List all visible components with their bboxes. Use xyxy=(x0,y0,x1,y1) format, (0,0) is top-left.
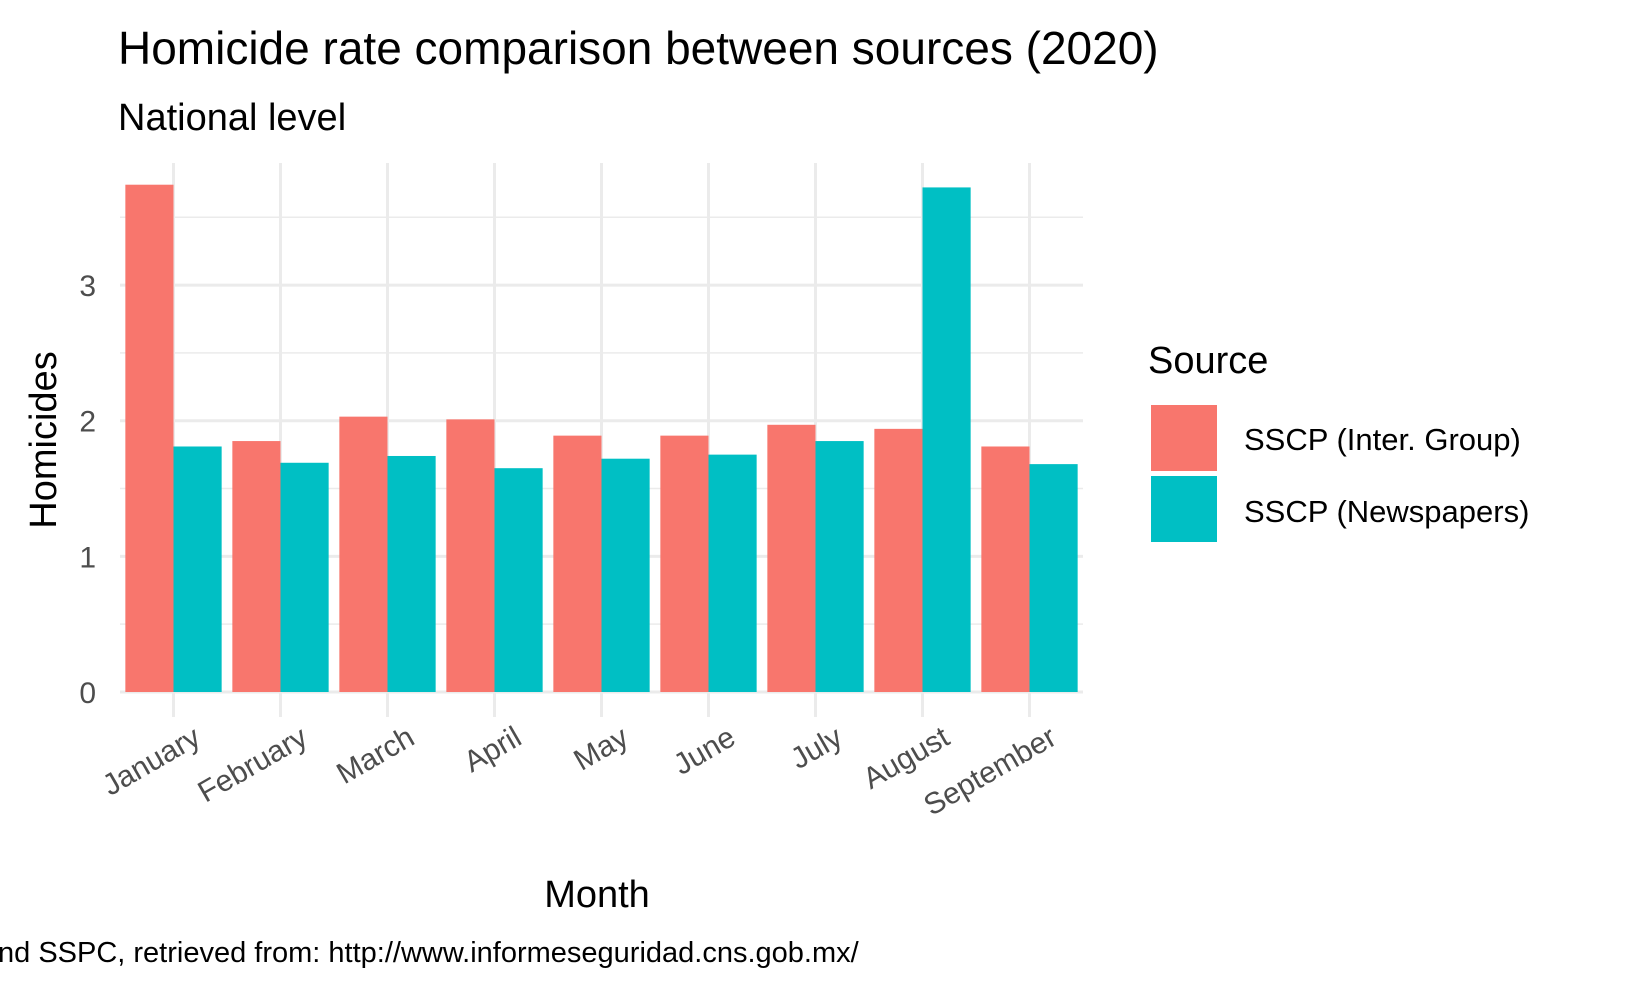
y-axis-ticks: 0 1 2 3 xyxy=(79,270,96,710)
legend-key-inter-group xyxy=(1151,405,1217,471)
bar-may-series-1 xyxy=(553,435,602,692)
bar-february-series-1 xyxy=(232,441,281,692)
bar-june-series-1 xyxy=(660,435,709,692)
bar-may-series-2 xyxy=(601,458,650,692)
bar-july-series-2 xyxy=(815,441,864,692)
chart-title: Homicide rate comparison between sources… xyxy=(118,22,1159,74)
x-tick-label: March xyxy=(331,721,420,791)
x-tick-label: January xyxy=(97,721,206,803)
x-tick-label: February xyxy=(193,721,313,810)
y-tick-label: 0 xyxy=(79,677,96,710)
x-tick-label: April xyxy=(459,721,527,780)
legend: Source SSCP (Inter. Group) SSCP (Newspap… xyxy=(1148,340,1529,542)
bar-june-series-2 xyxy=(708,454,757,692)
x-axis-title: Month xyxy=(544,874,650,916)
chart-subtitle: National level xyxy=(118,97,346,139)
bar-april-series-2 xyxy=(494,468,543,692)
bars xyxy=(125,184,1078,692)
bar-january-series-2 xyxy=(173,446,222,692)
legend-label-inter-group: SSCP (Inter. Group) xyxy=(1244,422,1521,457)
bar-march-series-1 xyxy=(339,416,388,692)
y-tick-label: 3 xyxy=(79,270,96,303)
bar-september-series-1 xyxy=(981,446,1030,692)
legend-key-newspapers xyxy=(1151,476,1217,542)
y-axis-title: Homicides xyxy=(23,351,65,528)
bar-april-series-1 xyxy=(446,419,495,692)
bar-july-series-1 xyxy=(767,424,816,692)
bar-february-series-2 xyxy=(280,462,329,692)
legend-title: Source xyxy=(1148,340,1268,382)
bar-august-series-1 xyxy=(874,428,923,692)
bar-august-series-2 xyxy=(922,187,971,692)
y-tick-label: 1 xyxy=(79,541,96,574)
x-tick-label: July xyxy=(785,721,848,776)
chart-caption: nd SSPC, retrieved from: http://www.info… xyxy=(0,937,860,969)
bar-january-series-1 xyxy=(125,184,174,692)
bar-september-series-2 xyxy=(1029,464,1078,692)
bar-march-series-2 xyxy=(387,455,436,692)
x-tick-label: May xyxy=(568,721,634,778)
y-tick-label: 2 xyxy=(79,406,96,439)
x-tick-label: June xyxy=(668,721,741,782)
legend-label-newspapers: SSCP (Newspapers) xyxy=(1244,494,1529,529)
